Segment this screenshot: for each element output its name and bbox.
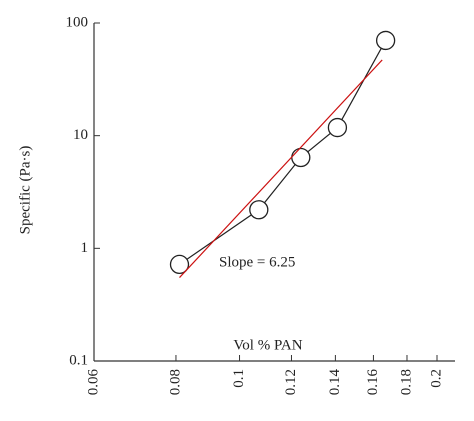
data-point [327, 117, 348, 138]
data-point [249, 200, 269, 220]
series-line [179, 40, 387, 265]
y-tick-label: 100 [66, 14, 89, 30]
x-axis-title: Vol % PAN [233, 337, 302, 353]
x-tick-label: 0.06 [85, 369, 101, 396]
series-line [179, 59, 383, 278]
annotation: Slope = 6.25 [219, 254, 295, 270]
x-tick-label: 0.16 [365, 369, 381, 396]
x-tick-label: 0.14 [327, 369, 343, 396]
x-tick-label: 0.08 [167, 369, 183, 395]
y-tick-label: 0.1 [69, 352, 88, 368]
data-point [169, 254, 190, 275]
x-tick-label: 0.18 [398, 369, 414, 395]
data-point [291, 147, 311, 168]
x-tick-label: 0.1 [231, 369, 247, 388]
data-point [375, 30, 396, 51]
y-tick-label: 10 [73, 127, 88, 143]
y-tick-label: 1 [81, 240, 89, 256]
y-axis-title: Specific (Pa·s) [17, 146, 33, 235]
x-tick-label: 0.2 [428, 369, 444, 388]
x-tick-label: 0.12 [283, 369, 299, 395]
